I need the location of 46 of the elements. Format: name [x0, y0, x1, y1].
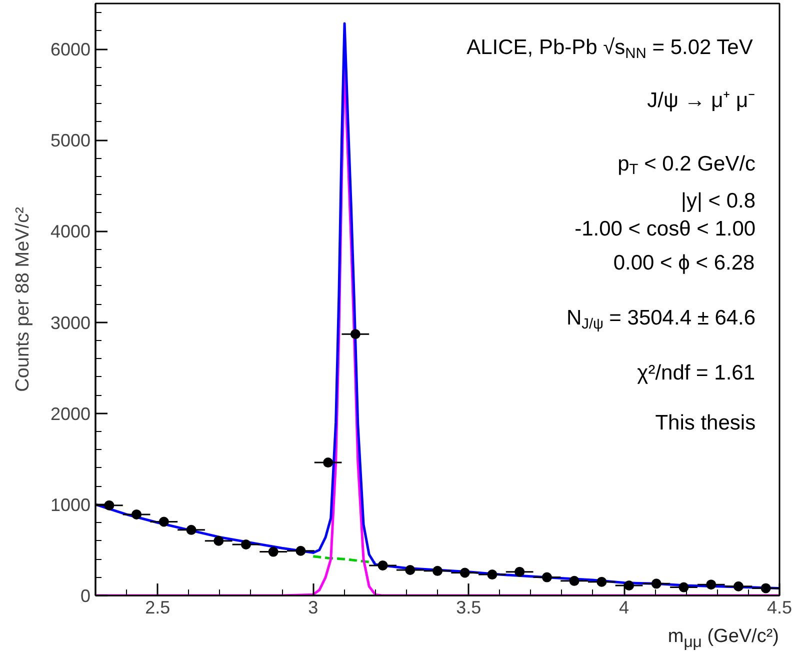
point [378, 560, 388, 570]
point [596, 576, 607, 587]
point [350, 329, 360, 340]
point [706, 580, 716, 590]
point [624, 580, 634, 590]
x-tick-label: 2.5 [145, 598, 170, 618]
point [104, 500, 114, 510]
y-tick-label: 1000 [50, 494, 91, 515]
annotation: 0.00 < ϕ < 6.28 [613, 251, 755, 274]
point [432, 566, 442, 576]
y-tick-label: 3000 [50, 312, 91, 333]
point [514, 566, 525, 577]
x-tick-label: 4.5 [766, 598, 792, 618]
point [733, 581, 744, 592]
annotation: J/ψ → μ⁺ μ⁻ [647, 89, 756, 112]
y-tick-label: 4000 [50, 222, 91, 242]
point [405, 565, 416, 575]
point [569, 576, 580, 586]
line-series [312, 555, 377, 564]
point [296, 546, 306, 556]
point [132, 509, 142, 520]
point [678, 582, 689, 592]
point [268, 546, 278, 557]
y-tick-label: 0 [80, 586, 91, 606]
point [542, 572, 552, 582]
point [460, 568, 470, 578]
point [240, 540, 251, 550]
y-tick-label: 6000 [50, 40, 91, 60]
annotation: |y| < 0.8 [681, 189, 756, 212]
point [323, 458, 334, 468]
point [186, 524, 196, 535]
annotation: -1.00 < cosθ < 1.00 [574, 217, 756, 240]
point [760, 583, 771, 594]
point [651, 578, 662, 589]
point [214, 536, 224, 546]
point [158, 516, 169, 527]
x-tick-label: 4 [619, 598, 630, 618]
annotation: This thesis [655, 412, 756, 435]
x-tick-label: 3.5 [456, 598, 482, 618]
y-tick-label: 5000 [50, 130, 91, 151]
y-tick-label: 2000 [50, 404, 91, 424]
y-axis-title: Counts per 88 MeV/c² [12, 207, 34, 392]
x-tick-label: 3 [308, 598, 318, 618]
x-axis-title: m$_{μμ}$ (GeV/c²) [668, 626, 779, 653]
annotation: χ²/ndf = 1.61 [637, 362, 756, 385]
point [487, 570, 498, 580]
